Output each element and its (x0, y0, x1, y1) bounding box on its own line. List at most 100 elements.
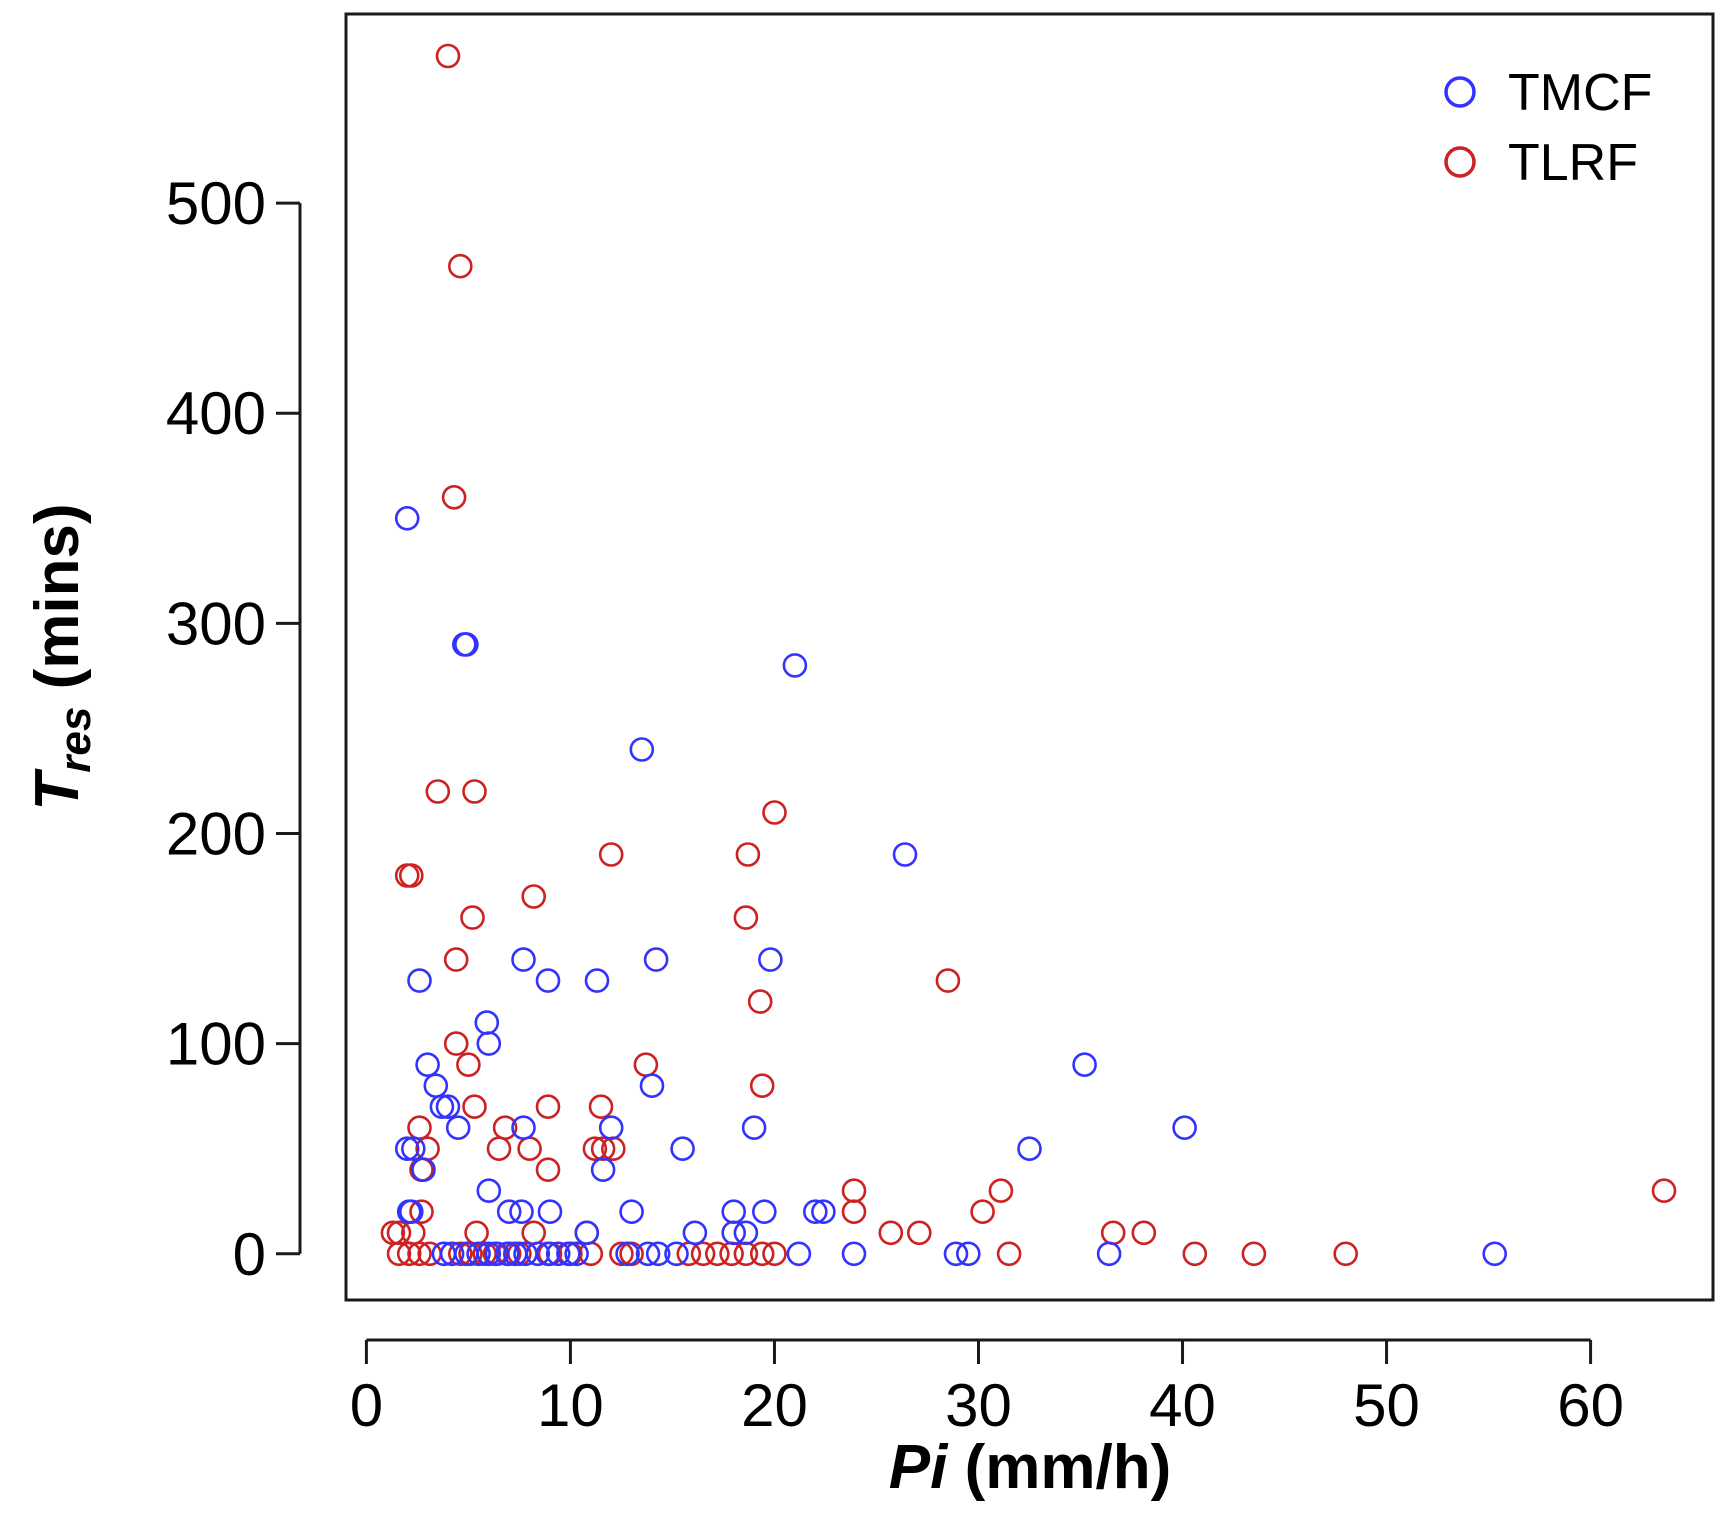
data-point-tmcf (511, 947, 536, 972)
data-point-tlrf (435, 43, 461, 69)
data-point-tmcf (841, 1241, 867, 1267)
data-point-tlrf (588, 1094, 614, 1119)
data-point-tmcf (429, 1094, 455, 1119)
data-point-tlrf (535, 1094, 561, 1119)
x-tick-label: 60 (1557, 1372, 1624, 1439)
data-point-tmcf (509, 1199, 534, 1224)
data-point-tmcf (741, 1115, 767, 1140)
series-tmcf (394, 505, 1507, 1267)
data-point-tlrf (970, 1199, 995, 1224)
data-point-tlrf (1333, 1241, 1358, 1267)
data-point-tlrf (988, 1178, 1014, 1203)
data-point-tmcf (511, 1115, 536, 1140)
data-point-tlrf (609, 1241, 634, 1267)
x-tick-label: 50 (1353, 1372, 1420, 1439)
data-point-tlrf (462, 779, 487, 804)
data-point-tmcf (398, 1199, 424, 1224)
data-point-tlrf (1241, 1241, 1267, 1267)
data-point-tlrf (704, 1241, 730, 1267)
data-point-tlrf (460, 905, 485, 930)
y-tick-label: 100 (166, 1011, 266, 1078)
data-point-tmcf (445, 1115, 471, 1140)
y-tick-label: 400 (166, 380, 266, 447)
y-tick-label: 500 (166, 170, 266, 237)
data-point-tlrf (1651, 1178, 1677, 1203)
x-tick-label: 40 (1149, 1372, 1216, 1439)
y-axis: 0 100 200 300 400 500 (166, 170, 302, 1288)
y-axis-title: Tres (mins) (23, 503, 100, 810)
data-point-tlrf (409, 1199, 434, 1224)
data-point-tlrf (521, 884, 547, 909)
data-point-tmcf (439, 1241, 465, 1267)
data-point-tmcf (892, 842, 918, 867)
data-point-tlrf (443, 1031, 469, 1056)
data-point-tmcf (1482, 1241, 1507, 1267)
data-point-tmcf (1096, 1241, 1122, 1267)
data-point-tmcf (466, 1241, 491, 1267)
data-point-tmcf (1172, 1115, 1197, 1140)
x-tick-label: 0 (350, 1372, 383, 1439)
data-point-tlrf (996, 1241, 1022, 1267)
data-point-tmcf (525, 1241, 551, 1267)
data-point-tlrf (443, 947, 469, 972)
data-point-tlrf (1131, 1220, 1157, 1246)
data-point-tmcf (645, 1241, 671, 1267)
y-axis-title-unit: (mins) (23, 503, 92, 706)
data-point-tmcf (411, 1157, 436, 1182)
plot-frame (344, 12, 1715, 1302)
series-layer (380, 43, 1677, 1267)
data-point-tmcf (564, 1241, 589, 1267)
legend-label-tmcf: TMCF (1508, 64, 1652, 122)
data-point-tlrf (1182, 1241, 1208, 1267)
data-point-tlrf (441, 484, 467, 510)
data-point-tmcf (782, 653, 808, 678)
y-axis-title-subscript: res (51, 707, 100, 773)
data-point-tmcf (545, 1241, 571, 1267)
data-point-tlrf (396, 1241, 422, 1267)
data-point-tmcf (635, 1241, 661, 1267)
data-point-tmcf (476, 1031, 502, 1056)
data-point-tlrf (841, 1199, 867, 1224)
data-point-tmcf (639, 1073, 665, 1098)
x-axis: 0 10 20 30 40 50 60 (350, 1338, 1624, 1439)
data-point-tlrf (935, 968, 961, 993)
data-point-tlrf (398, 863, 424, 888)
data-point-tlrf (425, 779, 451, 804)
x-tick-label: 10 (537, 1372, 604, 1439)
data-point-tlrf (878, 1220, 904, 1246)
data-point-tlrf (690, 1241, 716, 1267)
x-tick-label: 30 (945, 1372, 1012, 1439)
data-point-tlrf (906, 1220, 932, 1246)
x-axis-title: Pi (mm/h) (889, 1433, 1171, 1502)
legend: TMCF TLRF (1444, 64, 1652, 192)
data-point-tmcf (400, 1136, 426, 1161)
data-point-tmcf (1017, 1136, 1042, 1161)
data-point-tmcf (629, 737, 655, 762)
data-point-tlrf (462, 1094, 487, 1119)
data-point-tmcf (751, 1199, 777, 1224)
data-point-tmcf (584, 968, 610, 993)
data-point-tmcf (496, 1199, 522, 1224)
data-point-tlrf (735, 842, 761, 867)
data-point-tmcf (682, 1220, 708, 1246)
data-point-tlrf (582, 1136, 608, 1161)
data-point-tmcf (1072, 1052, 1097, 1077)
data-point-tlrf (486, 1136, 512, 1161)
data-point-tmcf (574, 1220, 600, 1246)
data-point-tmcf (394, 505, 420, 531)
data-point-tlrf (386, 1241, 412, 1267)
data-point-tmcf (535, 1241, 561, 1267)
data-point-tlrf (447, 1241, 473, 1267)
x-axis-title-unit: (mm/h) (947, 1433, 1171, 1502)
data-point-tmcf (643, 947, 669, 972)
data-point-tlrf (749, 1073, 775, 1098)
data-point-tmcf (537, 1199, 563, 1224)
y-tick-label: 0 (233, 1221, 266, 1288)
x-tick-label: 20 (741, 1372, 808, 1439)
data-point-tmcf (590, 1157, 616, 1182)
data-point-tmcf (955, 1241, 981, 1267)
data-point-tmcf (802, 1199, 828, 1224)
data-point-tmcf (484, 1241, 510, 1267)
